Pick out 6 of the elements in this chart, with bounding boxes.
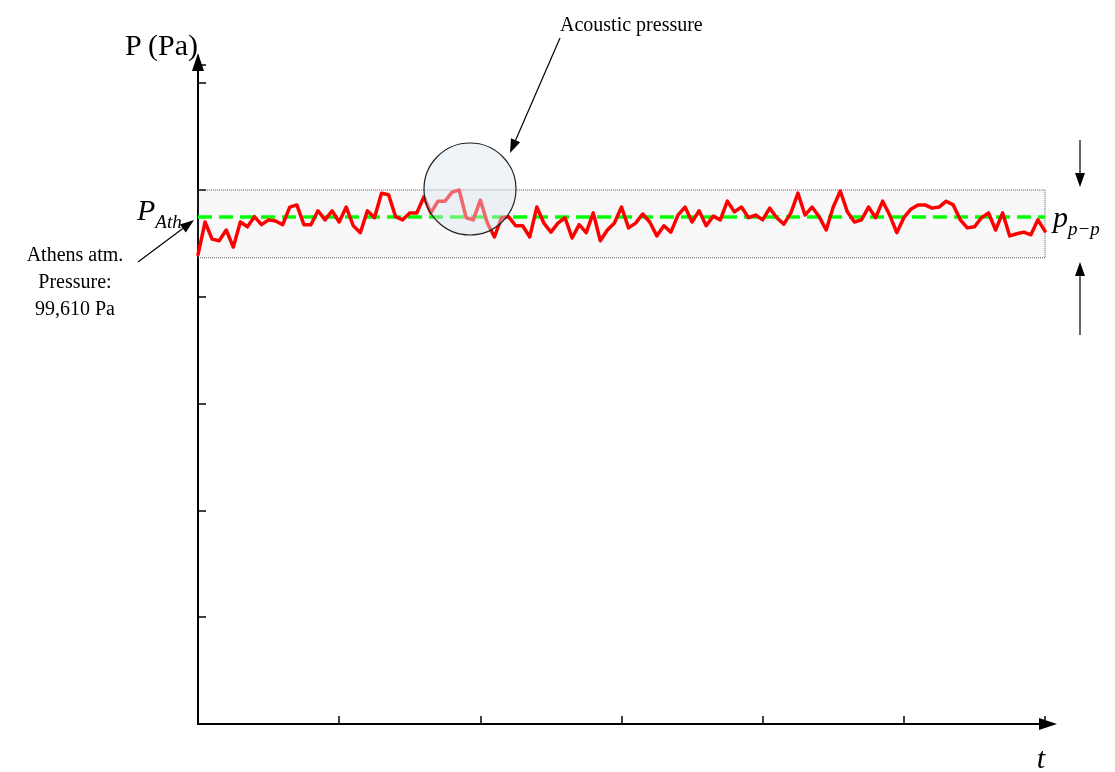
y-axis-title: P (Pa): [124, 27, 198, 62]
band-label: p$_{p−p}$: [1053, 199, 1100, 239]
x-axis-title: t: [1036, 740, 1046, 772]
text: Acoustic pressure: [560, 12, 703, 36]
text: Athens atm. Pressure: 99,610 Pa: [26, 242, 124, 319]
ref-line-label: P$_{Ath.}$: [137, 192, 187, 232]
